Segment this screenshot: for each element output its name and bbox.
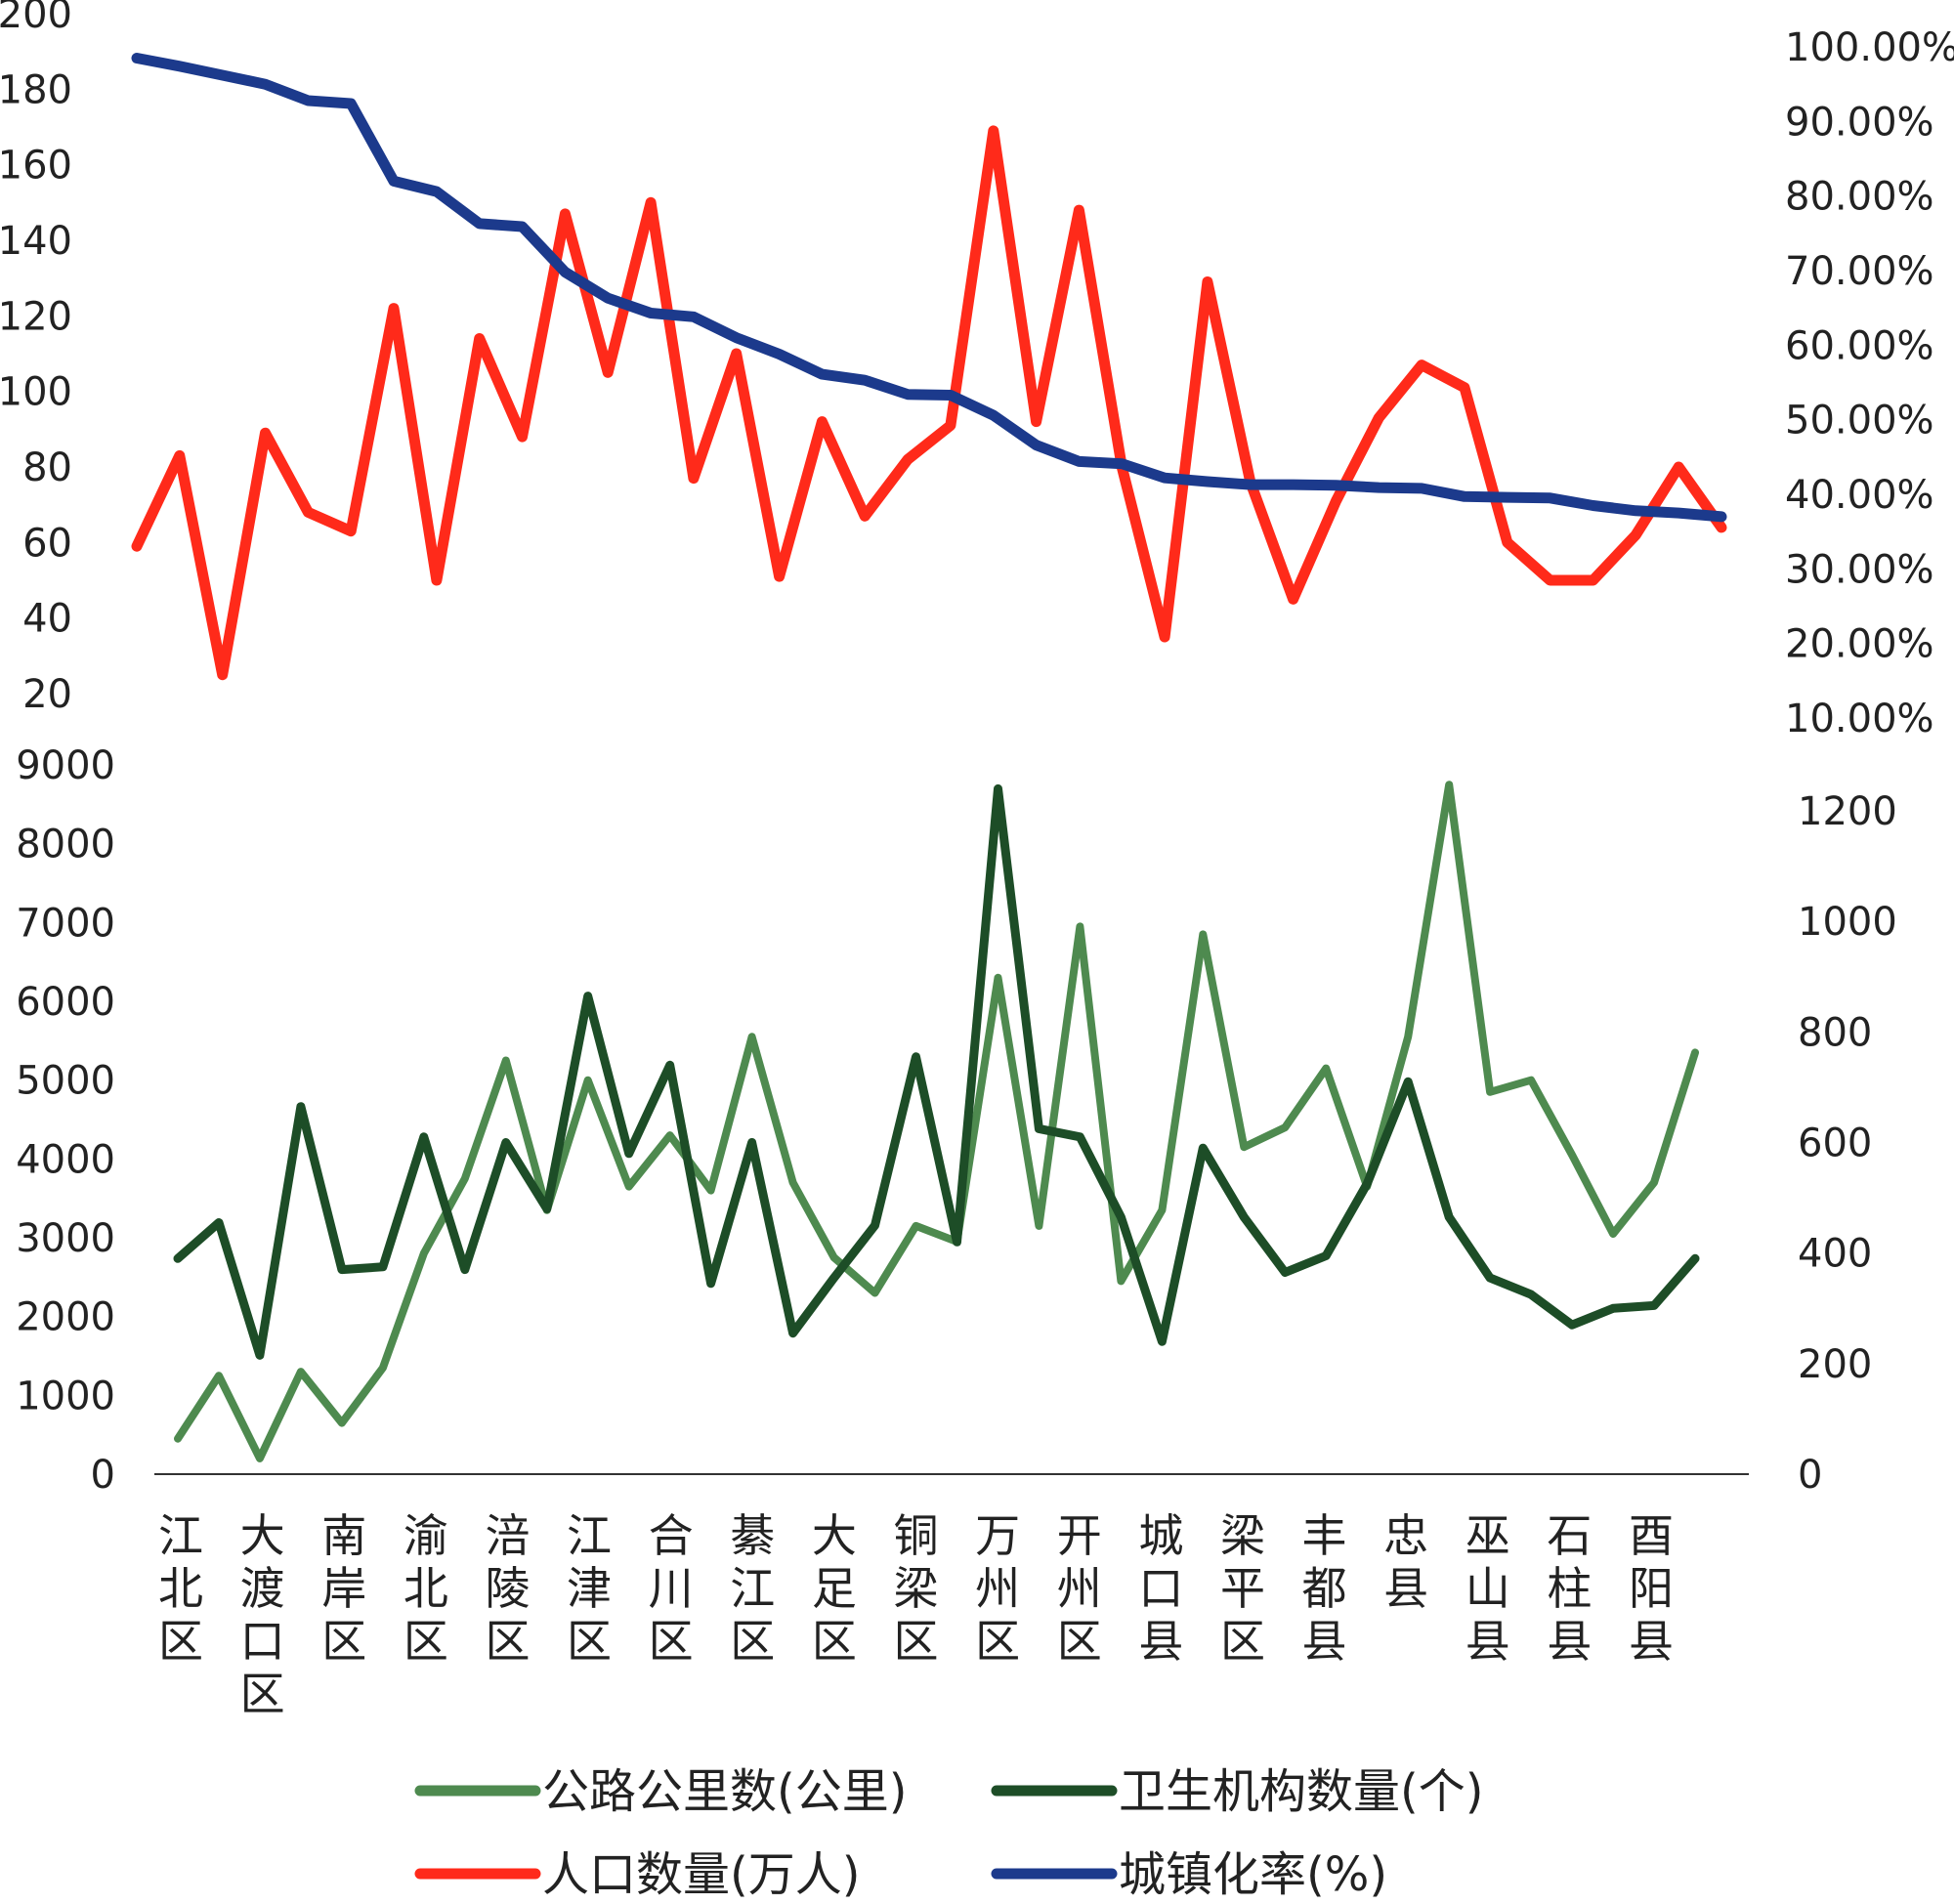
top-left-tick-label: 60 bbox=[22, 521, 72, 566]
top-right-tick-label: 30.00% bbox=[1785, 547, 1934, 592]
top-left-axis-ticks: 200 180 160 140 120 100 80 60 40 20 bbox=[0, 0, 72, 717]
bottom-left-tick-label: 5000 bbox=[16, 1059, 115, 1104]
series-line-population bbox=[131, 125, 1727, 681]
legend: 公路公里数(公里) 卫生机构数量(个) 人口数量(万人) 城镇化率(%) bbox=[414, 1764, 1483, 1902]
top-left-tick-label: 140 bbox=[0, 219, 72, 264]
bottom-right-tick-label: 200 bbox=[1798, 1342, 1872, 1387]
legend-label-road-km: 公路公里数(公里) bbox=[542, 1764, 907, 1819]
top-right-tick-label: 60.00% bbox=[1785, 323, 1934, 368]
category-label: 渝北区 bbox=[404, 1509, 448, 1668]
top-right-tick-label: 80.00% bbox=[1785, 175, 1934, 220]
bottom-right-tick-label: 800 bbox=[1798, 1010, 1872, 1055]
top-chart-lines bbox=[131, 53, 1727, 681]
top-right-tick-label: 50.00% bbox=[1785, 399, 1934, 444]
category-label: 城口县 bbox=[1138, 1509, 1183, 1668]
top-left-tick-label: 180 bbox=[0, 67, 72, 112]
top-left-tick-label: 80 bbox=[22, 445, 72, 490]
legend-label-urbanization: 城镇化率(%) bbox=[1119, 1847, 1387, 1902]
bottom-right-tick-label: 600 bbox=[1798, 1121, 1872, 1166]
bottom-left-tick-label: 7000 bbox=[16, 901, 115, 946]
bottom-left-tick-label: 8000 bbox=[16, 823, 115, 867]
category-label: 綦江区 bbox=[730, 1509, 775, 1668]
bottom-left-tick-label: 6000 bbox=[16, 980, 115, 1025]
top-left-tick-label: 200 bbox=[0, 0, 72, 37]
series-line-health-institutions bbox=[173, 783, 1700, 1360]
bottom-right-axis-ticks: 1200 1000 800 600 400 200 0 bbox=[1798, 789, 1897, 1498]
bottom-right-tick-label: 0 bbox=[1798, 1453, 1822, 1498]
bottom-left-tick-label: 1000 bbox=[16, 1374, 115, 1418]
top-right-tick-label: 40.00% bbox=[1785, 473, 1934, 518]
series-line-road-km bbox=[174, 781, 1699, 1462]
legend-item-urbanization[interactable]: 城镇化率(%) bbox=[991, 1847, 1387, 1902]
category-label: 江北区 bbox=[158, 1509, 203, 1668]
category-label: 巫山县 bbox=[1466, 1509, 1510, 1668]
top-left-tick-label: 120 bbox=[0, 294, 72, 339]
bottom-left-tick-label: 2000 bbox=[16, 1295, 115, 1340]
category-label: 江津区 bbox=[567, 1509, 612, 1668]
category-label: 石柱县 bbox=[1547, 1509, 1592, 1668]
top-left-tick-label: 100 bbox=[0, 370, 72, 415]
bottom-right-tick-label: 1200 bbox=[1798, 789, 1897, 834]
top-left-tick-label: 160 bbox=[0, 144, 72, 189]
category-label: 万州区 bbox=[975, 1509, 1020, 1668]
series-line-urbanization bbox=[131, 53, 1727, 523]
top-right-tick-label: 70.00% bbox=[1785, 249, 1934, 294]
legend-item-health-institutions[interactable]: 卫生机构数量(个) bbox=[991, 1764, 1483, 1819]
bottom-right-tick-label: 1000 bbox=[1798, 900, 1897, 945]
top-left-tick-label: 40 bbox=[22, 597, 72, 642]
bottom-right-tick-label: 400 bbox=[1798, 1232, 1872, 1277]
top-right-tick-label: 20.00% bbox=[1785, 622, 1934, 667]
bottom-left-tick-label: 0 bbox=[91, 1453, 115, 1498]
category-label: 涪陵区 bbox=[485, 1509, 530, 1668]
top-left-tick-label: 20 bbox=[22, 672, 72, 717]
top-right-axis-ticks: 100.00% 90.00% 80.00% 70.00% 60.00% 50.00% 40.… bbox=[1785, 25, 1954, 741]
legend-label-health-institutions: 卫生机构数量(个) bbox=[1119, 1764, 1483, 1819]
bottom-left-tick-label: 9000 bbox=[16, 743, 115, 788]
category-labels: 江北区大渡口区南岸区渝北区涪陵区江津区合川区綦江区大足区铜梁区万州区开州区城口县… bbox=[158, 1509, 1674, 1720]
category-label: 铜梁区 bbox=[894, 1509, 939, 1668]
legend-label-population: 人口数量(万人) bbox=[542, 1847, 860, 1902]
bottom-chart-lines bbox=[173, 781, 1700, 1462]
top-right-tick-label: 90.00% bbox=[1785, 100, 1934, 145]
category-label: 酉阳县 bbox=[1629, 1509, 1674, 1668]
category-label: 丰都县 bbox=[1302, 1509, 1347, 1668]
legend-item-road-km[interactable]: 公路公里数(公里) bbox=[414, 1764, 907, 1819]
top-right-tick-label: 10.00% bbox=[1785, 697, 1934, 741]
category-label: 合川区 bbox=[649, 1509, 694, 1668]
category-label: 大足区 bbox=[812, 1509, 857, 1668]
bottom-left-tick-label: 4000 bbox=[16, 1137, 115, 1182]
category-label: 忠县 bbox=[1383, 1509, 1428, 1615]
legend-item-population[interactable]: 人口数量(万人) bbox=[414, 1847, 860, 1902]
category-label: 开州区 bbox=[1057, 1509, 1102, 1668]
category-label: 大渡口区 bbox=[240, 1509, 285, 1720]
bottom-left-tick-label: 3000 bbox=[16, 1216, 115, 1261]
bottom-left-axis-ticks: 9000 8000 7000 6000 5000 4000 3000 2000 1000 0 bbox=[16, 743, 115, 1498]
category-label: 梁平区 bbox=[1220, 1509, 1265, 1668]
top-right-tick-label: 100.00% bbox=[1785, 25, 1954, 70]
category-label: 南岸区 bbox=[321, 1509, 366, 1668]
